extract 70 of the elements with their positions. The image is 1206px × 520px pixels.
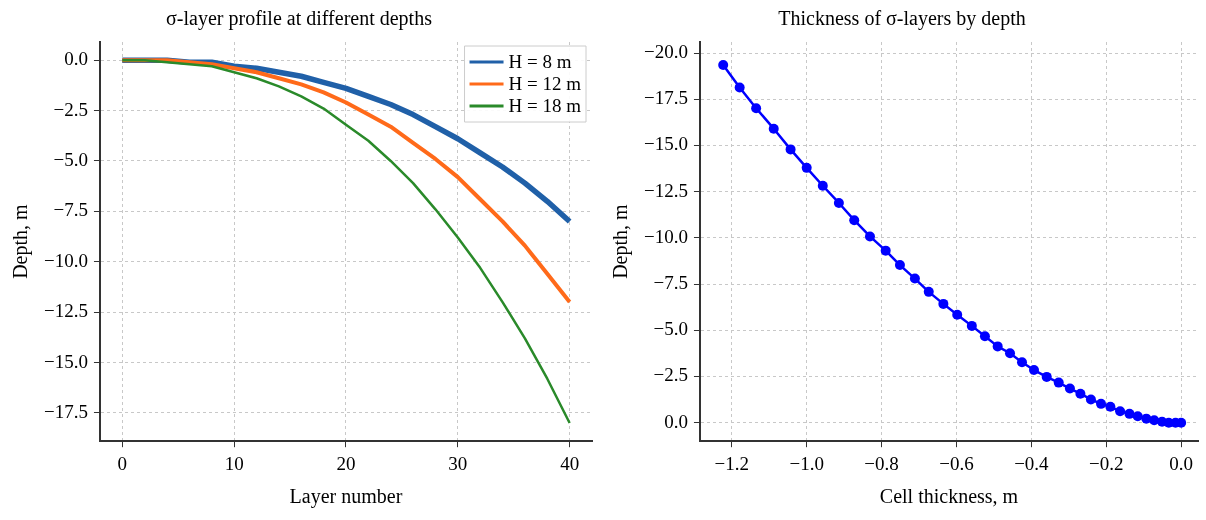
- y-tick-label: 0.0: [664, 410, 688, 432]
- point: [849, 215, 860, 226]
- x-tick-label: 40: [560, 452, 580, 474]
- x-tick-label: 10: [224, 452, 244, 474]
- y-tick-label: −15.0: [644, 133, 688, 155]
- x-tick-label: 30: [448, 452, 468, 474]
- point: [751, 103, 762, 114]
- point: [1075, 388, 1086, 399]
- x-tick-label: −0.8: [864, 452, 899, 474]
- y-tick-label: −2.5: [53, 98, 88, 120]
- y-axis-title: Depth, m: [9, 203, 33, 279]
- x-axis-title: Cell thickness, m: [879, 485, 1019, 508]
- point: [801, 162, 812, 173]
- point: [1105, 401, 1116, 412]
- legend-label: H = 18 m: [508, 94, 582, 116]
- y-tick-label: −10.0: [44, 249, 88, 271]
- point: [909, 273, 920, 284]
- point: [1085, 394, 1096, 405]
- point: [1028, 365, 1039, 376]
- point: [718, 59, 729, 70]
- y-tick-label: −17.5: [644, 87, 688, 109]
- x-axis-title: Layer number: [289, 485, 403, 509]
- x-tick-label: −1.2: [714, 452, 750, 474]
- y-tick-label: −7.5: [53, 199, 88, 221]
- point: [1096, 398, 1107, 409]
- x-tick-label: −0.6: [939, 452, 974, 474]
- legend-label: H = 12 m: [508, 72, 582, 94]
- point: [1064, 383, 1075, 394]
- point: [1005, 348, 1016, 359]
- x-tick-label: −1.0: [789, 452, 824, 474]
- point: [785, 144, 796, 155]
- x-tick-label: 0: [117, 452, 128, 474]
- point: [833, 197, 844, 208]
- point: [880, 245, 891, 256]
- y-tick-label: −17.5: [44, 400, 88, 422]
- point: [1124, 408, 1135, 419]
- point: [768, 123, 779, 134]
- point: [894, 260, 905, 271]
- y-tick-label: −10.0: [644, 225, 688, 247]
- y-tick-label: −5.0: [653, 318, 688, 340]
- point: [1115, 406, 1126, 417]
- point: [1017, 357, 1027, 368]
- point: [1132, 411, 1143, 422]
- x-tick-label: 0.0: [1169, 452, 1194, 474]
- y-tick-label: −15.0: [44, 350, 88, 372]
- y-tick-label: −5.0: [53, 148, 88, 170]
- point: [1053, 377, 1064, 388]
- point: [1041, 371, 1052, 382]
- x-tick-label: 20: [336, 452, 356, 474]
- y-tick-label: −7.5: [653, 272, 688, 294]
- y-tick-label: −12.5: [644, 179, 688, 201]
- point: [952, 309, 963, 320]
- x-tick-label: −0.4: [1014, 452, 1050, 474]
- chart-title: σ-layer profile at different depths: [166, 7, 433, 31]
- point: [992, 341, 1003, 352]
- point: [923, 286, 934, 297]
- x-tick-label: −0.2: [1089, 452, 1124, 474]
- y-tick-label: 0.0: [64, 48, 88, 70]
- y-tick-label: −12.5: [44, 300, 88, 322]
- chart-title: Thickness of σ-layers by depth: [778, 7, 1026, 31]
- y-axis-title: Depth, m: [609, 203, 633, 279]
- legend-label: H = 8 m: [508, 50, 572, 72]
- point: [979, 331, 990, 342]
- point: [966, 320, 977, 331]
- y-tick-label: −20.0: [644, 41, 688, 63]
- point: [864, 231, 875, 242]
- point: [938, 298, 949, 309]
- y-tick-label: −2.5: [653, 364, 688, 386]
- point: [734, 82, 745, 93]
- point: [817, 180, 828, 191]
